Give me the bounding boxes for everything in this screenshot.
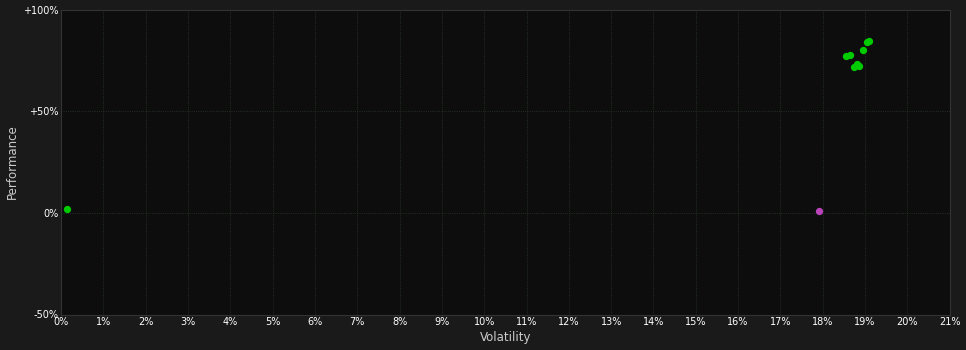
Point — [810, 208, 826, 213]
Point — [862, 38, 877, 44]
Point — [860, 39, 875, 45]
Y-axis label: Performance: Performance — [6, 125, 18, 200]
Point — [842, 52, 858, 58]
Point — [847, 65, 863, 70]
Point — [851, 64, 867, 69]
X-axis label: Volatility: Volatility — [479, 331, 531, 344]
Point — [60, 206, 75, 212]
Point — [849, 62, 865, 67]
Point — [838, 54, 854, 59]
Point — [855, 47, 870, 53]
